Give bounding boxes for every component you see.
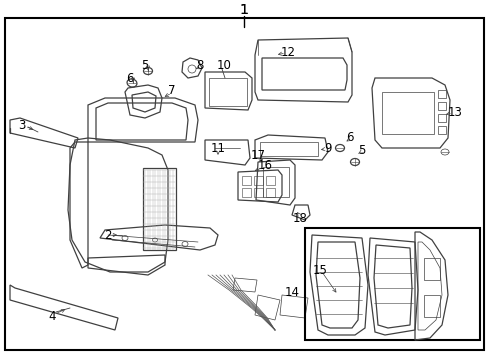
Text: 10: 10 bbox=[216, 59, 231, 72]
Bar bbox=[265, 188, 274, 197]
Bar bbox=[437, 114, 445, 122]
Bar bbox=[423, 295, 439, 317]
Text: 8: 8 bbox=[196, 59, 203, 72]
Bar bbox=[208, 78, 246, 106]
Text: 18: 18 bbox=[292, 212, 307, 225]
Text: 5: 5 bbox=[141, 59, 148, 72]
Text: 9: 9 bbox=[324, 141, 331, 154]
Bar bbox=[437, 126, 445, 134]
Bar bbox=[381, 92, 433, 134]
Bar bbox=[263, 167, 288, 197]
Bar bbox=[437, 90, 445, 98]
Bar bbox=[142, 168, 176, 250]
Text: 14: 14 bbox=[284, 285, 299, 298]
Text: 11: 11 bbox=[210, 141, 225, 154]
Bar bbox=[253, 176, 263, 185]
Text: 3: 3 bbox=[18, 118, 26, 131]
Text: 16: 16 bbox=[257, 158, 272, 171]
Bar bbox=[242, 176, 250, 185]
Text: 6: 6 bbox=[346, 131, 353, 144]
Text: 17: 17 bbox=[250, 149, 265, 162]
Text: 13: 13 bbox=[447, 105, 462, 118]
Text: 15: 15 bbox=[312, 264, 327, 276]
Bar bbox=[437, 102, 445, 110]
Text: 12: 12 bbox=[280, 45, 295, 59]
Bar bbox=[260, 142, 317, 156]
Bar bbox=[305, 228, 479, 340]
Text: 4: 4 bbox=[48, 310, 56, 324]
Text: 5: 5 bbox=[358, 144, 365, 157]
Bar bbox=[265, 176, 274, 185]
Bar bbox=[423, 258, 439, 280]
Text: 1: 1 bbox=[239, 3, 248, 17]
Text: 1: 1 bbox=[239, 3, 248, 17]
Bar bbox=[242, 188, 250, 197]
Text: 7: 7 bbox=[168, 84, 175, 96]
Text: 6: 6 bbox=[126, 72, 134, 85]
Text: 2: 2 bbox=[104, 229, 112, 242]
Bar bbox=[253, 188, 263, 197]
